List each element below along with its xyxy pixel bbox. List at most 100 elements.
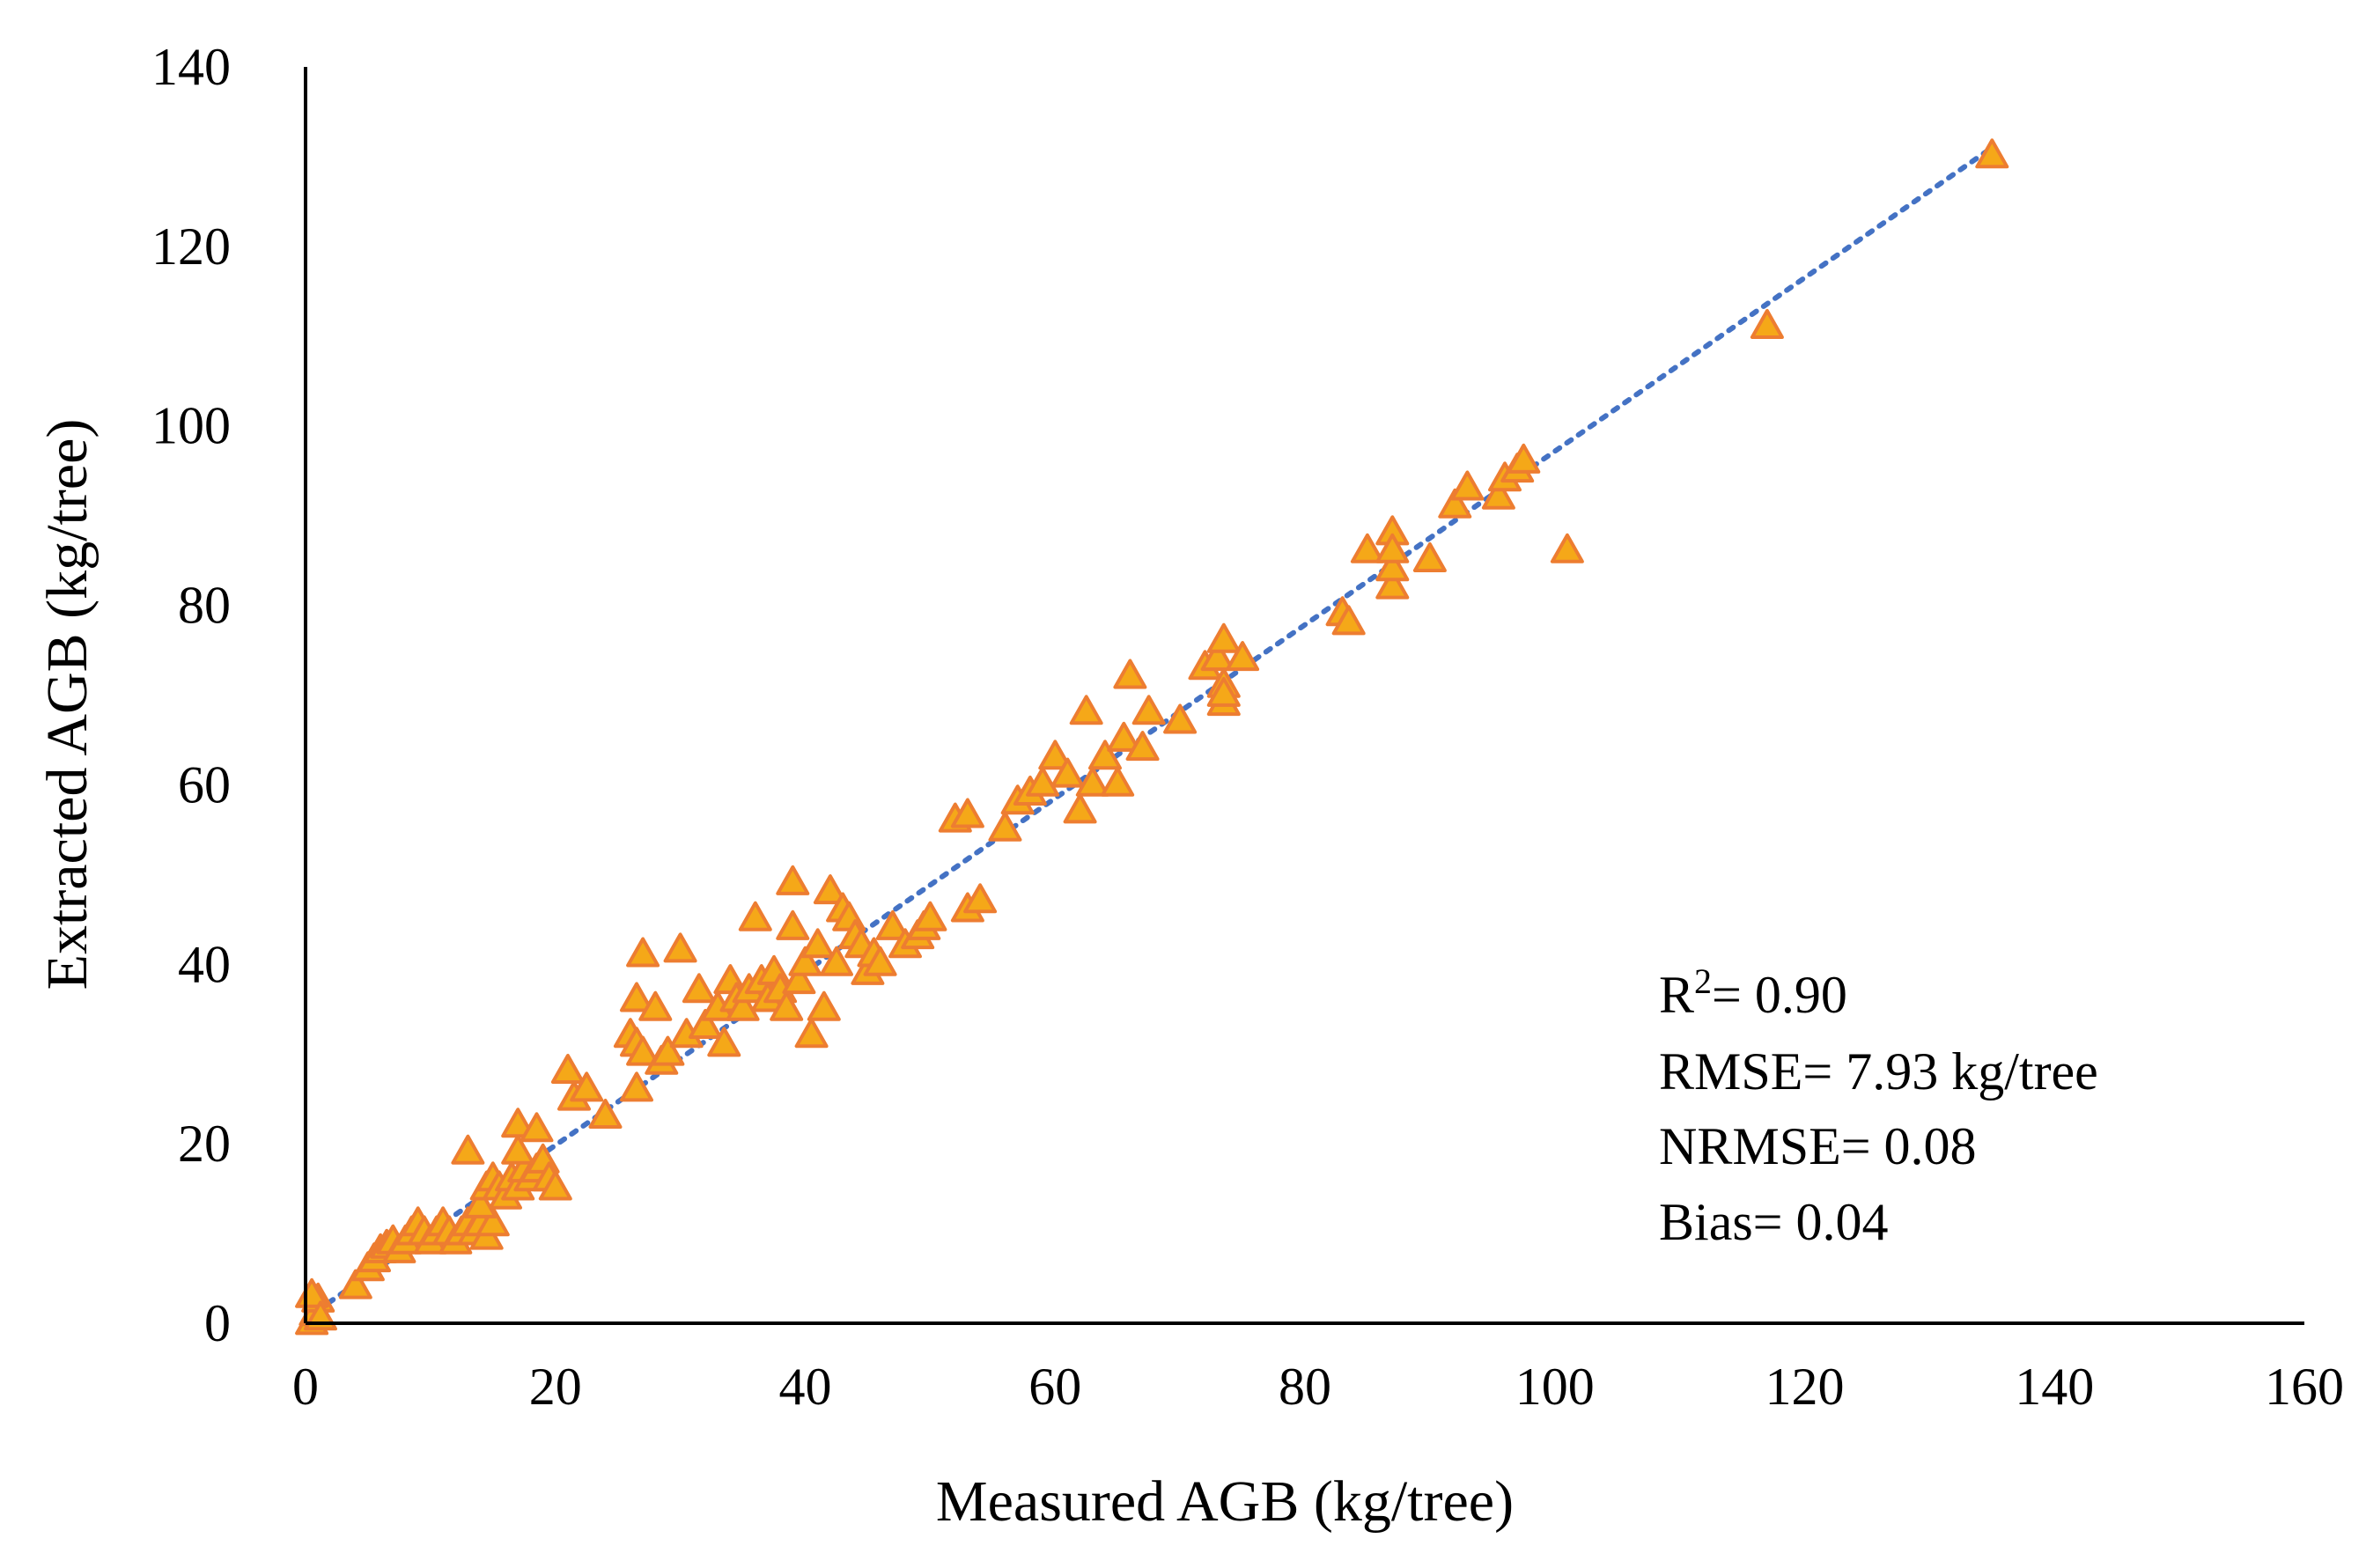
data-point bbox=[1206, 622, 1241, 653]
data-point bbox=[738, 901, 772, 931]
y-tick-label: 100 bbox=[151, 397, 231, 455]
marker-layer bbox=[295, 138, 2009, 1336]
x-tick-label: 140 bbox=[2015, 1358, 2094, 1416]
data-point bbox=[770, 990, 804, 1021]
trendline bbox=[303, 144, 1995, 1321]
x-tick-label: 40 bbox=[779, 1358, 832, 1416]
data-point bbox=[538, 1170, 572, 1201]
x-tick-label: 60 bbox=[1028, 1358, 1081, 1416]
data-point bbox=[626, 1035, 660, 1066]
data-point bbox=[451, 1134, 485, 1165]
data-point bbox=[1069, 695, 1103, 725]
y-tick-label: 40 bbox=[178, 935, 231, 993]
data-point bbox=[1050, 757, 1085, 788]
data-point bbox=[1975, 138, 2009, 169]
data-point bbox=[1026, 766, 1060, 797]
data-point bbox=[689, 1009, 722, 1039]
y-tick-label: 80 bbox=[178, 577, 231, 635]
data-point bbox=[776, 909, 810, 940]
x-tick-label: 160 bbox=[2265, 1358, 2344, 1416]
stat-nrmse: NRMSE= 0.08 bbox=[1659, 1117, 1977, 1175]
data-point bbox=[707, 1027, 741, 1057]
y-tick-labels: 0 20 40 60 80 100 120 140 bbox=[151, 38, 231, 1352]
x-tick-label: 120 bbox=[1765, 1358, 1845, 1416]
data-point bbox=[875, 909, 910, 940]
data-point bbox=[570, 1071, 604, 1102]
y-tick-label: 0 bbox=[204, 1294, 231, 1352]
data-point bbox=[782, 964, 816, 995]
x-tick-label: 100 bbox=[1515, 1358, 1595, 1416]
data-point bbox=[1450, 470, 1485, 501]
data-point bbox=[1507, 443, 1541, 474]
stats-annotation: R2= 0.90 RMSE= 7.93 kg/tree NRMSE= 0.08 … bbox=[1659, 961, 2098, 1251]
data-point bbox=[520, 1112, 554, 1143]
x-axis-title: Measured AGB (kg/tree) bbox=[936, 1469, 1514, 1534]
x-tick-label: 20 bbox=[529, 1358, 582, 1416]
data-point bbox=[1088, 740, 1122, 770]
stat-r2-prefix: R bbox=[1659, 966, 1694, 1024]
data-point bbox=[800, 928, 835, 959]
data-point bbox=[1163, 703, 1198, 734]
x-tick-label: 0 bbox=[292, 1358, 319, 1416]
data-point bbox=[550, 1054, 585, 1084]
data-point bbox=[1075, 766, 1109, 797]
data-point bbox=[913, 901, 947, 931]
data-point bbox=[1438, 488, 1472, 519]
data-point bbox=[1038, 740, 1072, 770]
data-point bbox=[988, 811, 1022, 842]
data-point bbox=[338, 1269, 372, 1299]
data-point bbox=[1331, 605, 1366, 636]
data-point bbox=[626, 937, 660, 968]
data-point bbox=[1375, 551, 1410, 582]
stat-r2-superscript: 2 bbox=[1694, 961, 1712, 1001]
data-point bbox=[1101, 766, 1135, 797]
data-point bbox=[1107, 721, 1141, 752]
data-point bbox=[1550, 533, 1584, 563]
data-point bbox=[501, 1134, 535, 1165]
trendline-layer bbox=[303, 144, 1995, 1321]
data-point bbox=[1350, 533, 1384, 563]
y-axis-title: Extracted AGB (kg/tree) bbox=[35, 419, 100, 990]
x-tick-label: 80 bbox=[1279, 1358, 1331, 1416]
data-point bbox=[588, 1099, 623, 1129]
y-tick-label: 140 bbox=[151, 38, 231, 96]
data-point bbox=[1063, 793, 1097, 824]
data-point bbox=[463, 1188, 498, 1218]
data-point bbox=[682, 973, 716, 1004]
data-point bbox=[1125, 731, 1160, 762]
data-point bbox=[651, 1035, 685, 1066]
data-point bbox=[1375, 569, 1410, 600]
data-point bbox=[813, 874, 847, 905]
data-point bbox=[1113, 659, 1147, 689]
data-point bbox=[638, 990, 673, 1021]
data-point bbox=[1226, 641, 1260, 672]
data-point bbox=[1375, 533, 1410, 563]
data-point bbox=[663, 932, 697, 963]
data-point bbox=[820, 946, 853, 976]
stat-r2-value: = 0.90 bbox=[1712, 966, 1847, 1024]
data-point bbox=[863, 946, 897, 976]
y-tick-label: 20 bbox=[178, 1115, 231, 1173]
data-point bbox=[776, 865, 810, 895]
data-point bbox=[620, 1071, 653, 1102]
data-point bbox=[620, 982, 653, 1012]
data-point bbox=[963, 883, 998, 914]
stat-rmse: RMSE= 7.93 kg/tree bbox=[1659, 1042, 2098, 1101]
data-point bbox=[807, 990, 841, 1021]
data-point bbox=[794, 1018, 829, 1049]
data-point bbox=[1206, 676, 1241, 707]
data-point bbox=[475, 1206, 510, 1237]
data-point bbox=[788, 946, 822, 976]
data-point bbox=[1750, 309, 1784, 339]
data-point bbox=[726, 990, 760, 1021]
stat-r2: R2= 0.90 bbox=[1659, 961, 1847, 1024]
data-point bbox=[1200, 641, 1235, 672]
stat-bias: Bias= 0.04 bbox=[1659, 1193, 1889, 1251]
data-point bbox=[1131, 695, 1166, 725]
y-tick-label: 120 bbox=[151, 217, 231, 276]
x-tick-labels: 0 20 40 60 80 100 120 140 160 bbox=[292, 1358, 2344, 1416]
data-point bbox=[1412, 542, 1447, 572]
data-point bbox=[1481, 479, 1515, 510]
